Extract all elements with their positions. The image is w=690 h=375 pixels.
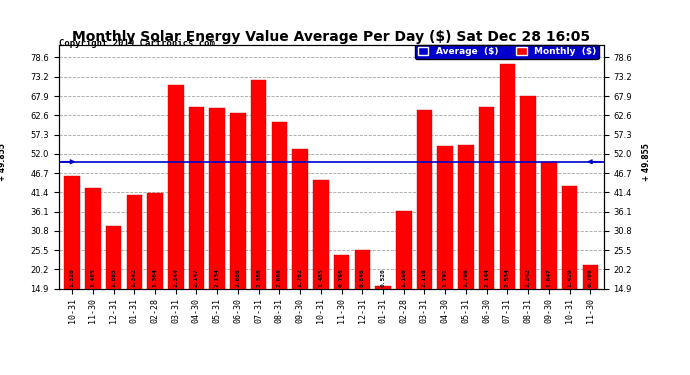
Text: 2.388: 2.388 (256, 268, 261, 286)
Bar (147, 193, 163, 343)
Text: 1.429: 1.429 (567, 268, 572, 286)
Bar (313, 180, 328, 343)
Text: 2.088: 2.088 (235, 268, 240, 286)
Text: 1.791: 1.791 (443, 268, 448, 286)
Text: 1.647: 1.647 (546, 268, 551, 286)
Text: 1.196: 1.196 (402, 268, 406, 286)
Bar (64, 176, 80, 343)
Text: 2.134: 2.134 (215, 268, 219, 286)
Text: 0.709: 0.709 (588, 268, 593, 286)
Text: 1.483: 1.483 (318, 268, 324, 286)
Bar (334, 255, 349, 343)
Text: 0.520: 0.520 (380, 268, 386, 286)
Text: 0.796: 0.796 (339, 268, 344, 286)
Text: 2.147: 2.147 (194, 268, 199, 286)
Bar (396, 211, 411, 343)
Bar (85, 188, 101, 343)
Bar (210, 108, 225, 343)
Bar (582, 265, 598, 343)
Text: 1.520: 1.520 (70, 268, 75, 286)
Bar (562, 186, 578, 343)
Text: 2.242: 2.242 (526, 268, 531, 286)
Text: 1.364: 1.364 (152, 268, 157, 286)
Bar (375, 286, 391, 343)
Text: 1.762: 1.762 (297, 268, 303, 286)
Bar (520, 96, 536, 343)
Bar (458, 146, 474, 343)
Bar (293, 149, 308, 343)
Title: Monthly Solar Energy Value Average Per Day ($) Sat Dec 28 16:05: Monthly Solar Energy Value Average Per D… (72, 30, 590, 44)
Text: 1.342: 1.342 (132, 268, 137, 286)
Bar (272, 122, 287, 343)
Bar (355, 250, 370, 343)
Bar (541, 162, 557, 343)
Bar (437, 146, 453, 343)
Text: 2.344: 2.344 (173, 268, 178, 286)
Bar (479, 107, 495, 343)
Text: 1.405: 1.405 (90, 268, 95, 286)
Bar (500, 64, 515, 343)
Text: Copyright 2019 Cartronics.com: Copyright 2019 Cartronics.com (59, 39, 215, 48)
Bar (126, 195, 142, 343)
Text: 0.846: 0.846 (359, 268, 365, 286)
Text: 2.116: 2.116 (422, 268, 427, 286)
Bar (106, 226, 121, 343)
Text: 2.144: 2.144 (484, 268, 489, 286)
Bar (417, 110, 432, 343)
Bar (230, 113, 246, 343)
Text: 1.065: 1.065 (111, 268, 116, 286)
Bar (188, 107, 204, 343)
Text: 1.796: 1.796 (464, 268, 469, 286)
Text: + 49.855: + 49.855 (0, 143, 7, 181)
Text: + 49.855: + 49.855 (642, 143, 651, 181)
Legend: Average  ($), Monthly  ($): Average ($), Monthly ($) (415, 45, 599, 59)
Bar (168, 85, 184, 343)
Bar (251, 80, 266, 343)
Text: 2.534: 2.534 (505, 268, 510, 286)
Text: 2.009: 2.009 (277, 268, 282, 286)
